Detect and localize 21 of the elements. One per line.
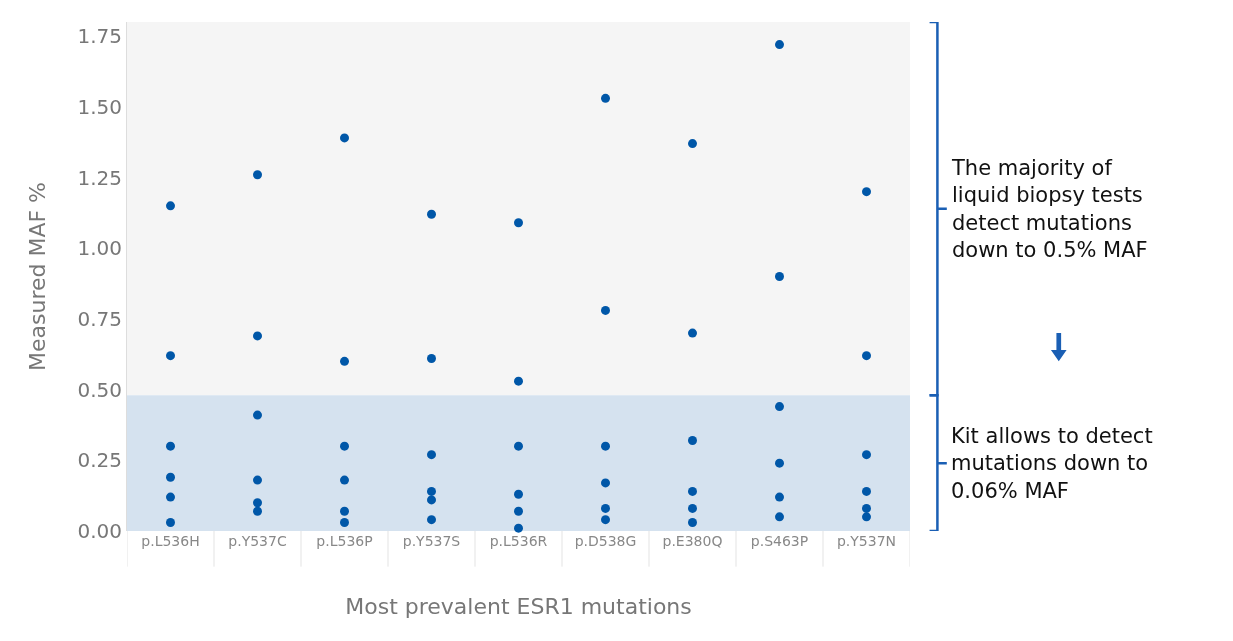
x-tick-label: p.S463P (750, 533, 809, 549)
y-tick-label: 0.00 (77, 519, 122, 543)
y-tick-label: 0.75 (77, 306, 122, 331)
y-tick-label: 0.50 (77, 377, 122, 402)
x-axis-title: Most prevalent ESR1 mutations (345, 593, 692, 619)
y-axis-title: Measured MAF % (25, 181, 51, 372)
x-tick-label: p.L536P (316, 533, 373, 549)
x-tick-label: p.L536H (141, 533, 200, 549)
y-tick-label: 1.25 (77, 165, 122, 190)
x-tick-label: p.Y537N (836, 533, 897, 549)
x-tick-label: p.E380Q (662, 533, 723, 549)
band-label: The majority of liquid biopsy tests detect mutations down to 0.5% MAF (951, 156, 1148, 262)
y-tick-label: 1.00 (77, 236, 122, 261)
band-label: Kit allows to detect mutations down to 0.06% MAF (951, 424, 1153, 503)
y-tick-label: 1.75 (77, 24, 122, 49)
x-tick-label: p.L536R (489, 533, 548, 549)
x-tick-label: p.Y537S (402, 533, 461, 549)
x-tick-label: p.D538G (574, 533, 637, 549)
y-tick-label: 1.50 (77, 94, 122, 119)
x-tick-label: p.Y537C (228, 533, 287, 549)
y-tick-label: 0.25 (77, 448, 122, 473)
